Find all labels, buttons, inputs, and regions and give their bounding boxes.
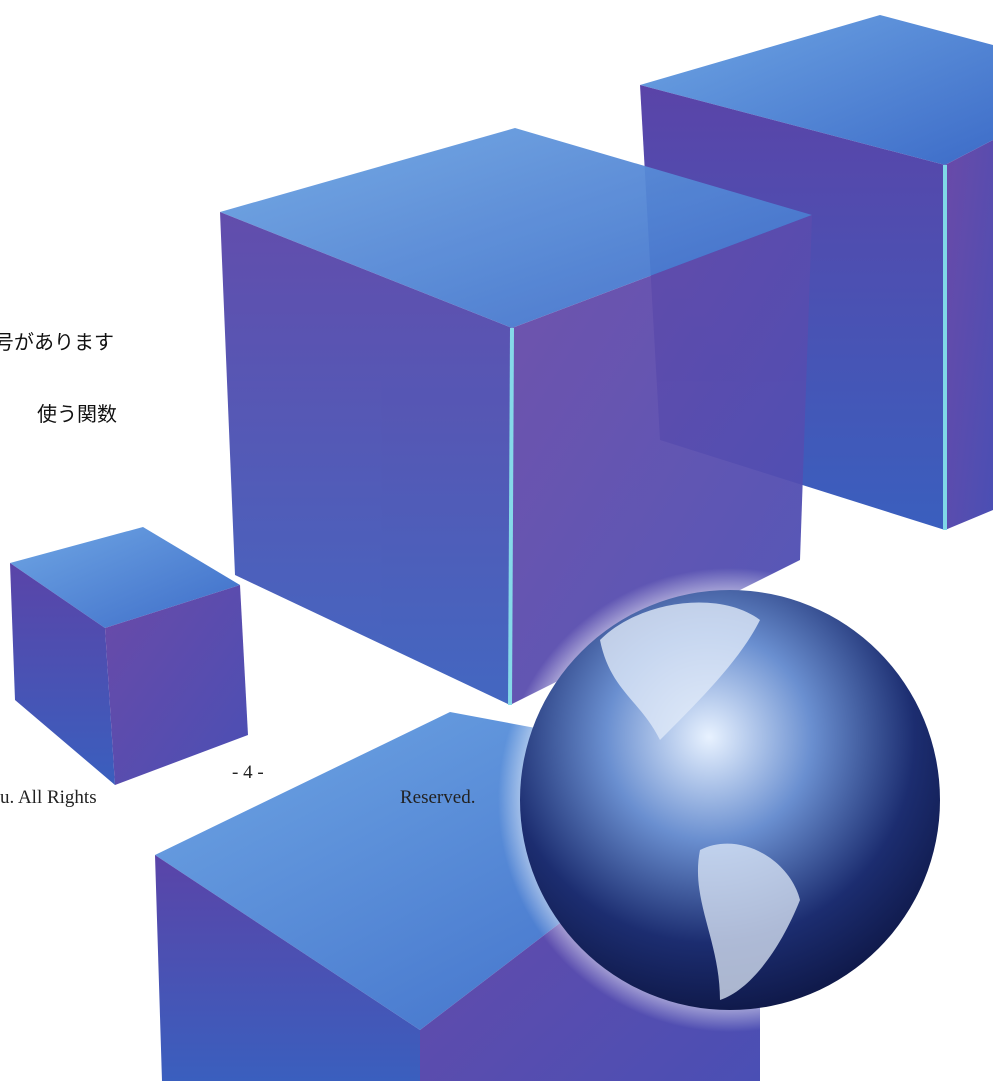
copyright: u. All Rights — [0, 787, 97, 808]
body-text: 号があります — [0, 330, 114, 354]
copyright: Reserved. — [400, 787, 476, 808]
globe — [498, 568, 962, 1032]
body-text: 使う関数 — [37, 402, 117, 426]
page-number: - 4 - — [232, 762, 264, 783]
small-cube — [10, 527, 248, 785]
